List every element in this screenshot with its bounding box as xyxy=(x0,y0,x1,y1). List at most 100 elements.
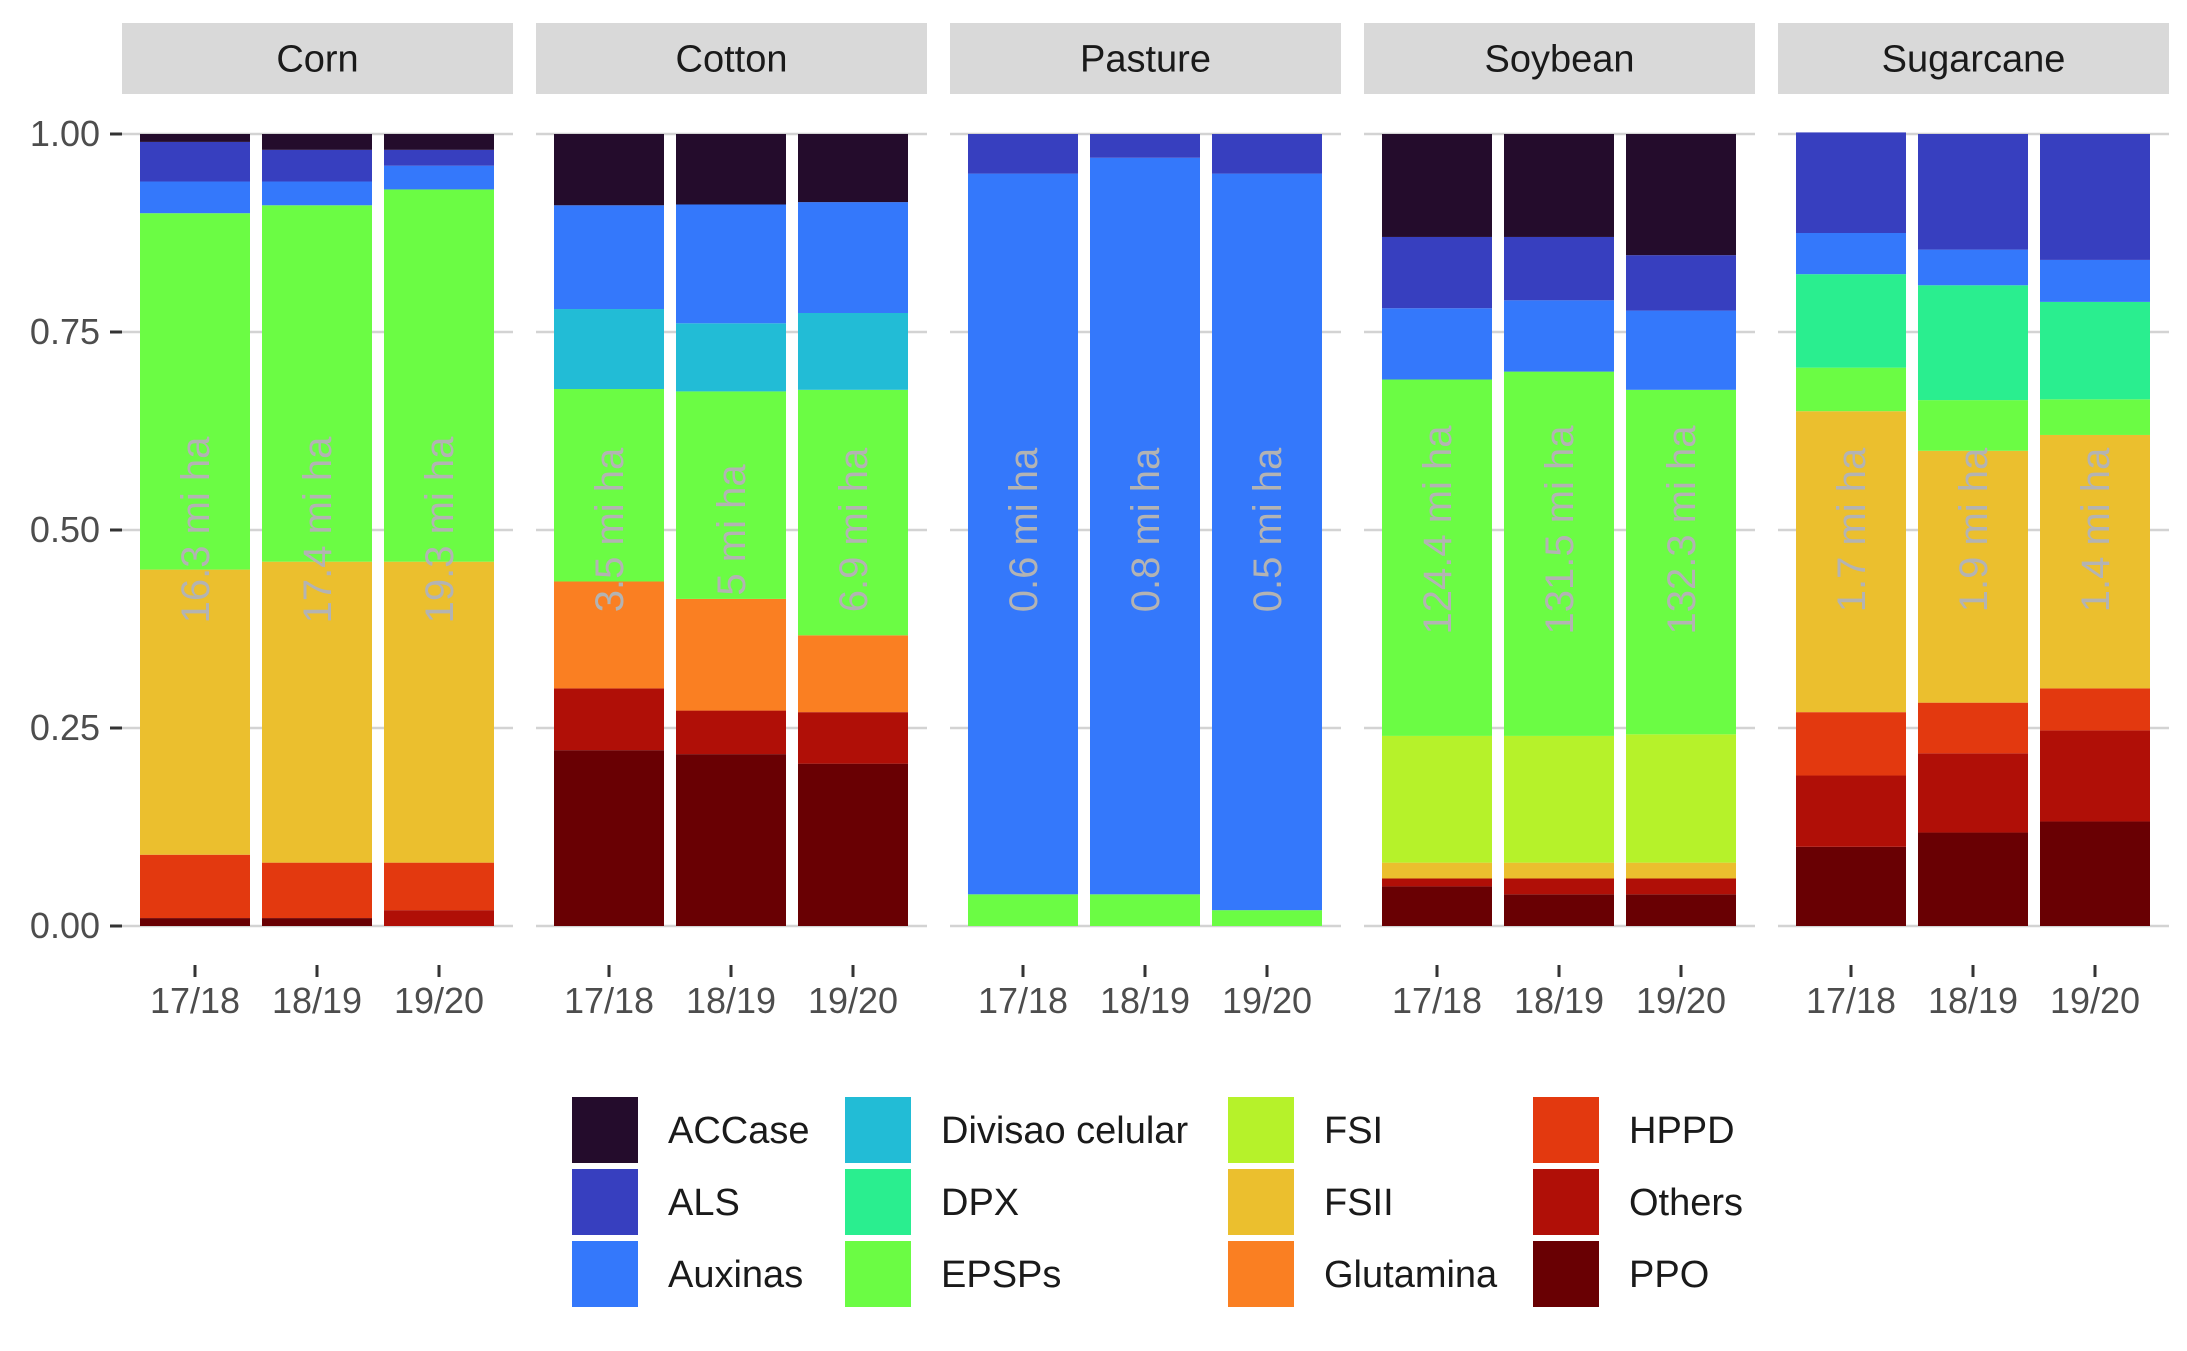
x-tick-label: 18/19 xyxy=(686,980,776,1021)
bar-segment-auxinas xyxy=(140,181,250,214)
bar-segment-auxinas xyxy=(2040,259,2150,302)
legend-label: Others xyxy=(1629,1182,1743,1224)
y-tick-label: 0.75 xyxy=(30,311,100,352)
legend-label: ACCase xyxy=(668,1110,810,1152)
bar-segment-hppd xyxy=(384,862,494,911)
x-tick-label: 19/20 xyxy=(394,980,484,1021)
bar-segment-divisao-celular xyxy=(676,323,786,392)
bar-segment-glutamina xyxy=(676,598,786,711)
legend-key-hppd xyxy=(1533,1097,1599,1163)
bar-segment-auxinas xyxy=(1796,233,1906,275)
facet-strip xyxy=(536,23,927,94)
bar-total-label: 3.5 mi ha xyxy=(588,447,632,612)
bar-total-label: 0.8 mi ha xyxy=(1124,447,1168,612)
x-tick-label: 17/18 xyxy=(564,980,654,1021)
facet-strip-label: Cotton xyxy=(676,39,788,81)
facet-strip xyxy=(1778,23,2169,94)
bar-segment-fsii xyxy=(1626,862,1736,879)
bar-segment-others xyxy=(798,712,908,764)
facet-strip-label: Soybean xyxy=(1484,39,1634,81)
bar-segment-glutamina xyxy=(554,581,664,689)
legend-key-fsi xyxy=(1228,1097,1294,1163)
bar-total-label: 5 mi ha xyxy=(710,464,754,596)
bar-segment-ppo xyxy=(676,754,786,926)
x-tick-label: 17/18 xyxy=(978,980,1068,1021)
facet-strip-label: Corn xyxy=(276,39,358,81)
legend-key-auxinas xyxy=(572,1241,638,1307)
bar-segment-auxinas xyxy=(968,173,1078,895)
legend-label: EPSPs xyxy=(941,1254,1061,1296)
bar-segment-fsii xyxy=(2040,434,2150,689)
bar-segment-auxinas xyxy=(554,205,664,310)
bar-segment-auxinas xyxy=(384,165,494,190)
bar-segment-epsps xyxy=(1918,400,2028,451)
y-tick-label: 0.25 xyxy=(30,707,100,748)
bar-segment-dpx xyxy=(1796,274,1906,368)
bar-segment-accase xyxy=(140,134,250,142)
bar-segment-auxinas xyxy=(1918,249,2028,286)
bar-segment-als xyxy=(1382,236,1492,309)
x-tick-label: 19/20 xyxy=(2050,980,2140,1021)
bar-segment-ppo xyxy=(140,918,250,926)
bar-segment-others xyxy=(384,910,494,926)
bar-segment-accase xyxy=(676,134,786,205)
bar-segment-ppo xyxy=(1504,894,1614,926)
x-tick-label: 18/19 xyxy=(1514,980,1604,1021)
bar-segment-als xyxy=(2040,134,2150,260)
legend-key-accase xyxy=(572,1097,638,1163)
bar-segment-fsii xyxy=(384,561,494,863)
bar-segment-ppo xyxy=(2040,821,2150,926)
bar-segment-dpx xyxy=(1918,285,2028,401)
x-tick-label: 19/20 xyxy=(1222,980,1312,1021)
bar-segment-als xyxy=(968,134,1078,174)
bar-segment-als xyxy=(1212,134,1322,174)
y-tick-label: 0.50 xyxy=(30,509,100,550)
legend-key-ppo xyxy=(1533,1241,1599,1307)
legend-key-glutamina xyxy=(1228,1241,1294,1307)
bar-segment-ppo xyxy=(798,763,908,926)
bar-segment-auxinas xyxy=(262,181,372,206)
legend-label: HPPD xyxy=(1629,1110,1735,1152)
bar-segment-ppo xyxy=(554,750,664,926)
bar-total-label: 6.9 mi ha xyxy=(832,447,876,612)
bar-total-label: 19.3 mi ha xyxy=(418,436,462,624)
x-tick-label: 18/19 xyxy=(1928,980,2018,1021)
bar-total-label: 132.3 mi ha xyxy=(1660,425,1704,635)
bar-segment-fsii xyxy=(1918,450,2028,703)
facet-strip xyxy=(1364,23,1755,94)
legend-label: Divisao celular xyxy=(941,1110,1188,1152)
bar-segment-others xyxy=(1382,878,1492,887)
bar-segment-epsps xyxy=(798,389,908,636)
bar-segment-ppo xyxy=(262,918,372,926)
bar-segment-hppd xyxy=(1918,702,2028,754)
bar-segment-accase xyxy=(384,134,494,150)
legend-key-dpx xyxy=(845,1169,911,1235)
bar-segment-als xyxy=(1504,236,1614,301)
bar-segment-epsps xyxy=(1382,379,1492,736)
bar-segment-others xyxy=(1626,878,1736,895)
bar-total-label: 124.4 mi ha xyxy=(1416,425,1460,635)
legend-label: DPX xyxy=(941,1182,1019,1224)
bar-segment-als xyxy=(384,149,494,166)
y-tick-label: 0.00 xyxy=(30,905,100,946)
bar-segment-epsps xyxy=(554,389,664,582)
bar-segment-epsps xyxy=(1504,371,1614,736)
bar-segment-epsps xyxy=(2040,399,2150,435)
bar-segment-als xyxy=(1626,255,1736,311)
bar-segment-ppo xyxy=(1382,886,1492,926)
bar-segment-others xyxy=(1796,775,1906,847)
facet-strip-label: Pasture xyxy=(1080,39,1211,81)
legend-key-divisao-celular xyxy=(845,1097,911,1163)
bar-segment-epsps xyxy=(676,391,786,599)
x-tick-label: 18/19 xyxy=(1100,980,1190,1021)
bar-total-label: 16.3 mi ha xyxy=(174,436,218,624)
x-tick-label: 17/18 xyxy=(1806,980,1896,1021)
bar-segment-fsii xyxy=(262,561,372,863)
bar-segment-auxinas xyxy=(676,204,786,324)
bar-segment-accase xyxy=(554,134,664,206)
bar-segment-fsi xyxy=(1504,735,1614,863)
bar-segment-others xyxy=(676,710,786,755)
bar-segment-als xyxy=(1796,132,1906,233)
bar-total-label: 0.6 mi ha xyxy=(1002,447,1046,612)
